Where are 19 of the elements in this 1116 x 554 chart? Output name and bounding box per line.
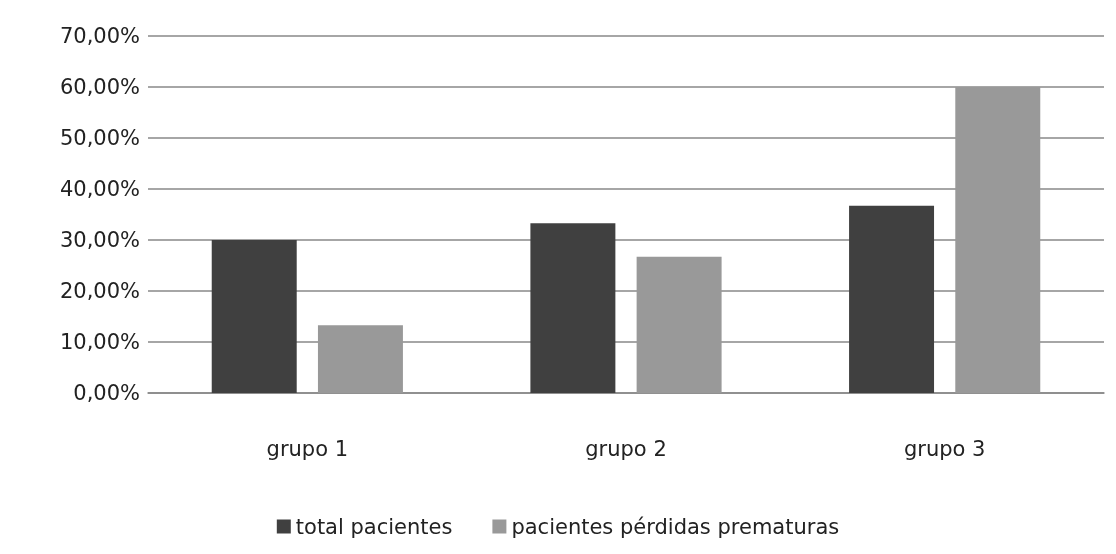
legend-label: total pacientes [295, 514, 453, 539]
y-tick-label: 30,00% [59, 228, 140, 252]
x-tick-label: grupo 1 [266, 436, 349, 461]
y-tick-label: 70,00% [59, 24, 140, 48]
x-tick-label: grupo 2 [585, 436, 667, 461]
x-tick-label: grupo 3 [903, 436, 986, 461]
bar [849, 205, 935, 393]
bar [636, 256, 722, 393]
bar [530, 223, 616, 393]
y-tick-label: 20,00% [59, 279, 140, 303]
bar [955, 87, 1041, 393]
y-tick-label: 50,00% [59, 126, 140, 150]
legend-label: pacientes pérdidas prematuras [511, 514, 840, 539]
bar [211, 240, 297, 393]
y-tick-label: 60,00% [59, 75, 140, 99]
y-tick-label: 10,00% [59, 330, 140, 354]
y-tick-label: 40,00% [59, 177, 140, 201]
y-tick-label: 0,00% [73, 381, 140, 405]
bar [317, 325, 403, 393]
